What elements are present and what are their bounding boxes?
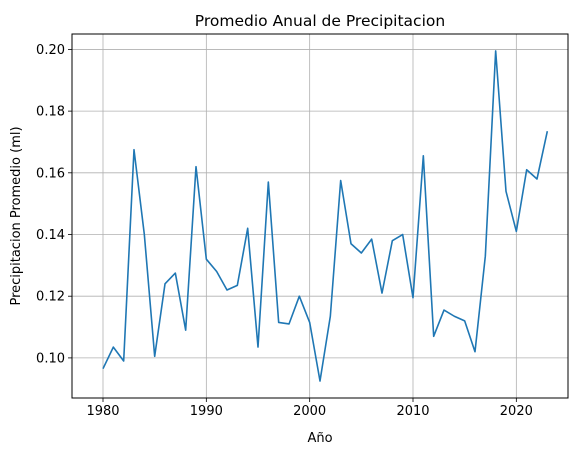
y-tick-label: 0.16 bbox=[36, 166, 65, 181]
y-tick-label: 0.20 bbox=[36, 43, 65, 58]
x-tick-label: 2010 bbox=[396, 404, 429, 419]
x-axis-label: Año bbox=[307, 431, 332, 446]
series-line bbox=[102, 50, 549, 382]
x-axis-ticks: 1980 1990 2000 2010 2020 bbox=[86, 398, 533, 419]
x-tick-label: 1980 bbox=[86, 404, 119, 419]
x-tick-label: 2020 bbox=[500, 404, 533, 419]
grid-lines bbox=[72, 34, 568, 398]
x-tick-label: 1990 bbox=[190, 404, 223, 419]
y-tick-label: 0.18 bbox=[36, 105, 65, 120]
chart-title: Promedio Anual de Precipitacion bbox=[195, 12, 445, 30]
y-axis-ticks: 0.10 0.12 0.14 0.16 0.18 0.20 bbox=[36, 43, 72, 366]
plot-frame bbox=[71, 33, 569, 399]
y-tick-label: 0.14 bbox=[36, 228, 65, 243]
plot-background bbox=[72, 10, 568, 400]
x-tick-label: 2000 bbox=[293, 404, 326, 419]
y-tick-label: 0.12 bbox=[36, 290, 65, 305]
y-tick-label: 0.10 bbox=[36, 351, 65, 366]
y-axis-label: Precipitacion Promedio (ml) bbox=[9, 126, 24, 305]
